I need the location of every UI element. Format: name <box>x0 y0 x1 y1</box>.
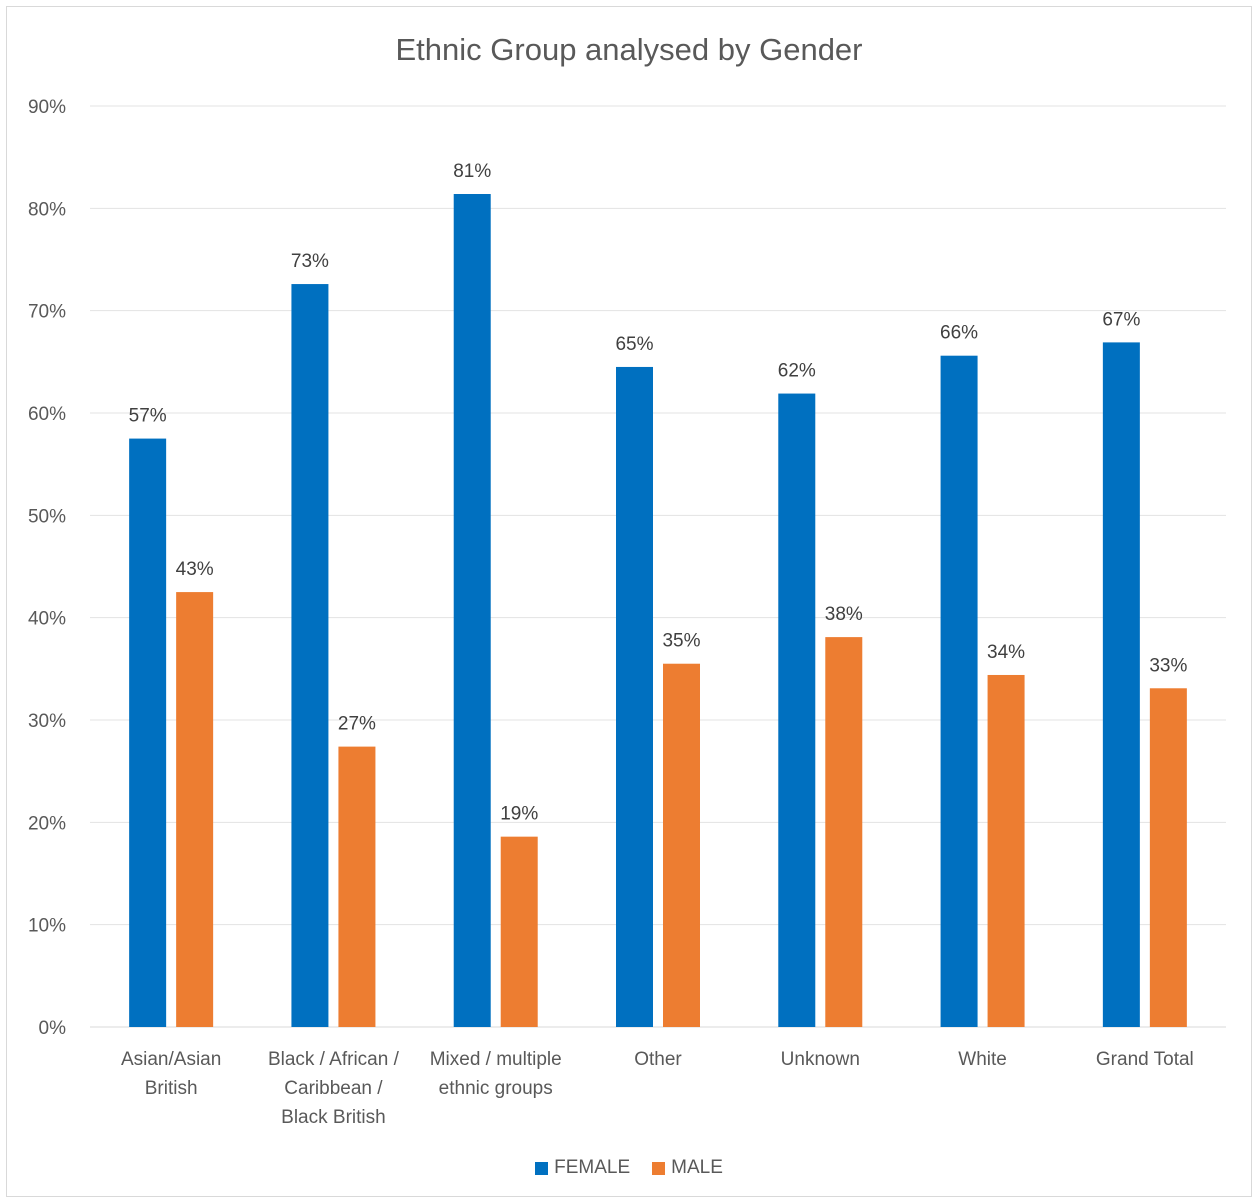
legend: FEMALE MALE <box>0 1157 1258 1179</box>
data-label-male: 38% <box>825 604 863 625</box>
x-tick-label: Caribbean / <box>284 1078 383 1099</box>
x-tick-label: Unknown <box>781 1049 860 1070</box>
legend-label-female: FEMALE <box>554 1157 631 1178</box>
y-tick-label: 30% <box>28 711 66 732</box>
y-tick-label: 40% <box>28 609 66 630</box>
bar-male <box>663 663 700 1027</box>
bar-female <box>778 393 816 1028</box>
x-tick-label: Grand Total <box>1096 1049 1194 1070</box>
y-tick-label: 50% <box>28 506 66 527</box>
bar-female <box>616 366 653 1027</box>
x-tick-label: Other <box>634 1049 682 1070</box>
bar-male <box>987 674 1025 1027</box>
legend-swatch-female <box>535 1161 549 1175</box>
legend-item-female: FEMALE <box>535 1157 630 1179</box>
bar-female <box>1102 342 1140 1027</box>
bar-male <box>1149 688 1187 1027</box>
data-label-female: 73% <box>291 251 329 272</box>
x-tick-label: Black / African / <box>268 1049 400 1070</box>
y-tick-label: 20% <box>28 813 66 834</box>
data-label-female: 81% <box>453 161 491 182</box>
y-axis-ticks: 0% 10% 20% 30% 40% 50% 60% 70% 80% 90% <box>28 97 66 1039</box>
x-tick-label: ethnic groups <box>439 1078 553 1099</box>
legend-label-male: MALE <box>671 1157 723 1178</box>
data-label-female: 65% <box>615 334 653 355</box>
x-axis-ticks: Asian/Asian British Black / African / Carib… <box>121 1049 1194 1128</box>
data-labels: 57% 43% 73% 27% 81% 19% 65% 35% 62% 38% 66% 34% 67% 3… <box>129 161 1188 825</box>
legend-swatch-male <box>652 1161 666 1175</box>
y-tick-label: 0% <box>39 1018 67 1039</box>
data-label-male: 34% <box>987 642 1025 663</box>
y-tick-label: 90% <box>28 97 66 118</box>
bar-male <box>500 836 538 1027</box>
y-tick-label: 80% <box>28 199 66 220</box>
data-label-male: 43% <box>176 559 214 580</box>
bar-female <box>291 284 329 1027</box>
x-tick-label: Asian/Asian <box>121 1049 221 1070</box>
y-tick-label: 10% <box>28 916 66 937</box>
chart-title: Ethnic Group analysed by Gender <box>395 32 863 67</box>
bar-male <box>176 592 214 1027</box>
data-label-male: 33% <box>1149 655 1187 676</box>
gridlines <box>90 105 1226 1028</box>
legend-item-male: MALE <box>652 1157 723 1179</box>
bar-female <box>129 438 167 1027</box>
data-label-female: 62% <box>778 361 816 382</box>
data-label-male: 35% <box>662 631 700 652</box>
y-tick-label: 60% <box>28 404 66 425</box>
x-tick-label: British <box>145 1078 198 1099</box>
x-tick-label: Black British <box>281 1107 386 1128</box>
bar-male <box>825 637 863 1027</box>
x-tick-label: Mixed / multiple <box>430 1049 562 1070</box>
data-label-female: 66% <box>940 323 978 344</box>
bars <box>129 194 1187 1028</box>
data-label-male: 19% <box>500 804 538 825</box>
data-label-female: 57% <box>129 406 167 427</box>
data-label-female: 67% <box>1102 309 1140 330</box>
x-tick-label: White <box>958 1049 1007 1070</box>
bar-female <box>453 194 491 1028</box>
data-label-male: 27% <box>338 714 376 735</box>
bar-female <box>940 355 978 1027</box>
bar-male <box>338 746 376 1027</box>
y-tick-label: 70% <box>28 302 66 323</box>
